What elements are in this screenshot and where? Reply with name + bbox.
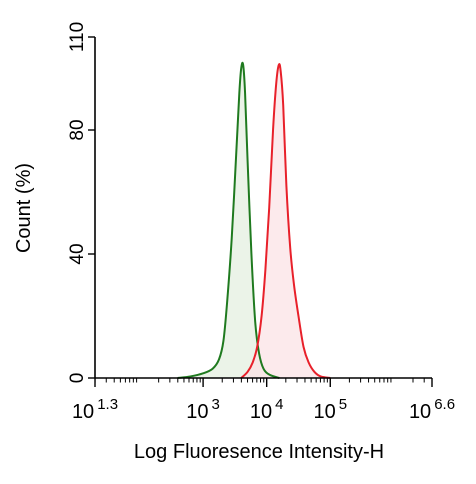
x-axis-label: Log Fluoresence Intensity-H: [134, 441, 384, 463]
plot-area: [177, 61, 331, 379]
y-tick-label: 0: [67, 373, 88, 384]
series-1-line: [177, 61, 280, 379]
x-tick-label: 10 3: [186, 396, 220, 423]
y-ticks: 0 40 80 110: [67, 22, 95, 383]
series-2-line: [240, 63, 331, 379]
y-tick-label: 80: [67, 119, 88, 140]
y-tick-label: 110: [67, 22, 88, 52]
x-ticks: 10 1.3 10 3 10 4 10 5 10 6.6: [72, 378, 455, 423]
x-tick-label: 10 1.3: [72, 396, 118, 423]
x-tick-label: 10 4: [250, 396, 284, 423]
x-tick-label: 10 5: [313, 396, 347, 423]
y-axis-label: Count (%): [13, 163, 35, 253]
series-1-fill: [177, 62, 280, 378]
x-tick-label: 10 6.6: [409, 396, 455, 423]
y-tick-label: 40: [67, 243, 88, 264]
